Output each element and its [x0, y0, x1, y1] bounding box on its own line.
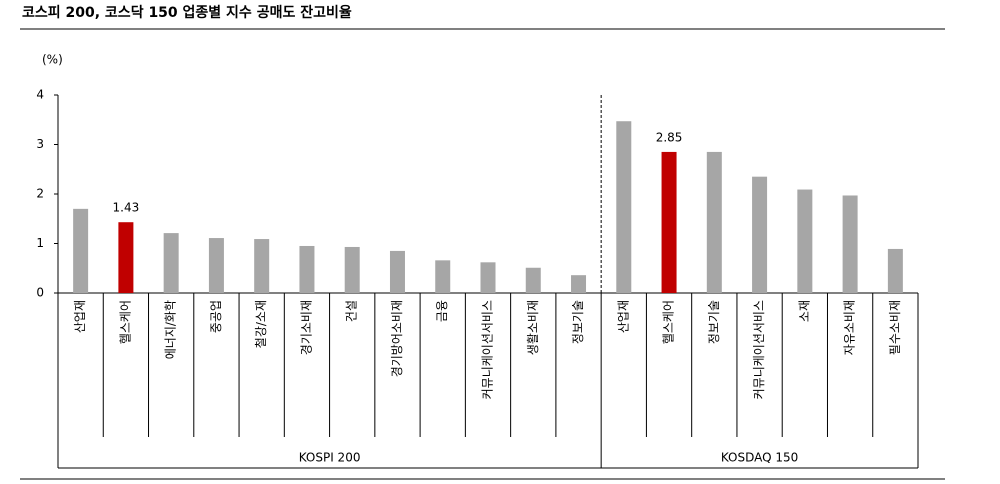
y-tick-label: 4: [36, 88, 44, 102]
x-tick-label: 헬스케어: [662, 300, 676, 344]
x-tick-label: 산업재: [73, 300, 87, 333]
value-label: 1.43: [113, 201, 140, 215]
group-label: KOSDAQ 150: [721, 451, 798, 465]
group-label: KOSPI 200: [299, 451, 361, 465]
x-tick-label: 커뮤니케이션서비스: [752, 300, 766, 399]
y-unit: (%): [42, 53, 63, 67]
bar: [661, 151, 677, 293]
bar: [525, 267, 541, 293]
x-tick-label: 경기방어소비재: [390, 300, 404, 377]
bar: [118, 222, 134, 293]
x-tick-label: 경기소비재: [299, 300, 313, 355]
x-tick-label: 중공업: [209, 300, 223, 333]
x-tick-label: 소재: [797, 300, 811, 322]
bar: [163, 233, 179, 293]
value-label: 2.85: [656, 130, 683, 144]
bar: [435, 260, 451, 293]
x-tick-label: 금융: [435, 300, 449, 322]
y-tick-label: 0: [36, 286, 44, 300]
bar: [706, 151, 722, 293]
y-tick-label: 1: [36, 236, 44, 250]
bar: [616, 121, 632, 293]
x-tick-label: 정보기술: [707, 300, 721, 344]
x-tick-label: 헬스케어: [118, 300, 132, 344]
bar: [389, 250, 405, 293]
x-tick-label: 커뮤니케이션서비스: [481, 300, 495, 399]
bar: [254, 239, 270, 293]
bar: [480, 262, 496, 293]
bar: [797, 189, 813, 293]
y-tick-label: 2: [36, 187, 44, 201]
bar: [299, 245, 315, 293]
bar: [73, 208, 89, 293]
x-tick-label: 자유소비재: [843, 300, 857, 355]
bar: [208, 238, 224, 293]
x-tick-label: 건설: [345, 300, 359, 322]
chart-title: 코스피 200, 코스닥 150 업종별 지수 공매도 잔고비율: [22, 4, 352, 21]
y-tick-label: 3: [36, 137, 44, 151]
x-tick-label: 정보기술: [571, 300, 585, 344]
bar: [571, 275, 587, 293]
x-tick-label: 철강/소재: [254, 300, 268, 348]
bar: [344, 246, 360, 293]
bar: [887, 248, 903, 293]
x-tick-label: 필수소비재: [888, 300, 902, 355]
x-tick-label: 생활소비재: [526, 300, 540, 355]
x-tick-label: 산업재: [616, 300, 630, 333]
bar: [752, 176, 768, 293]
bar: [842, 195, 858, 293]
x-tick-label: 에너지/화학: [164, 300, 178, 359]
